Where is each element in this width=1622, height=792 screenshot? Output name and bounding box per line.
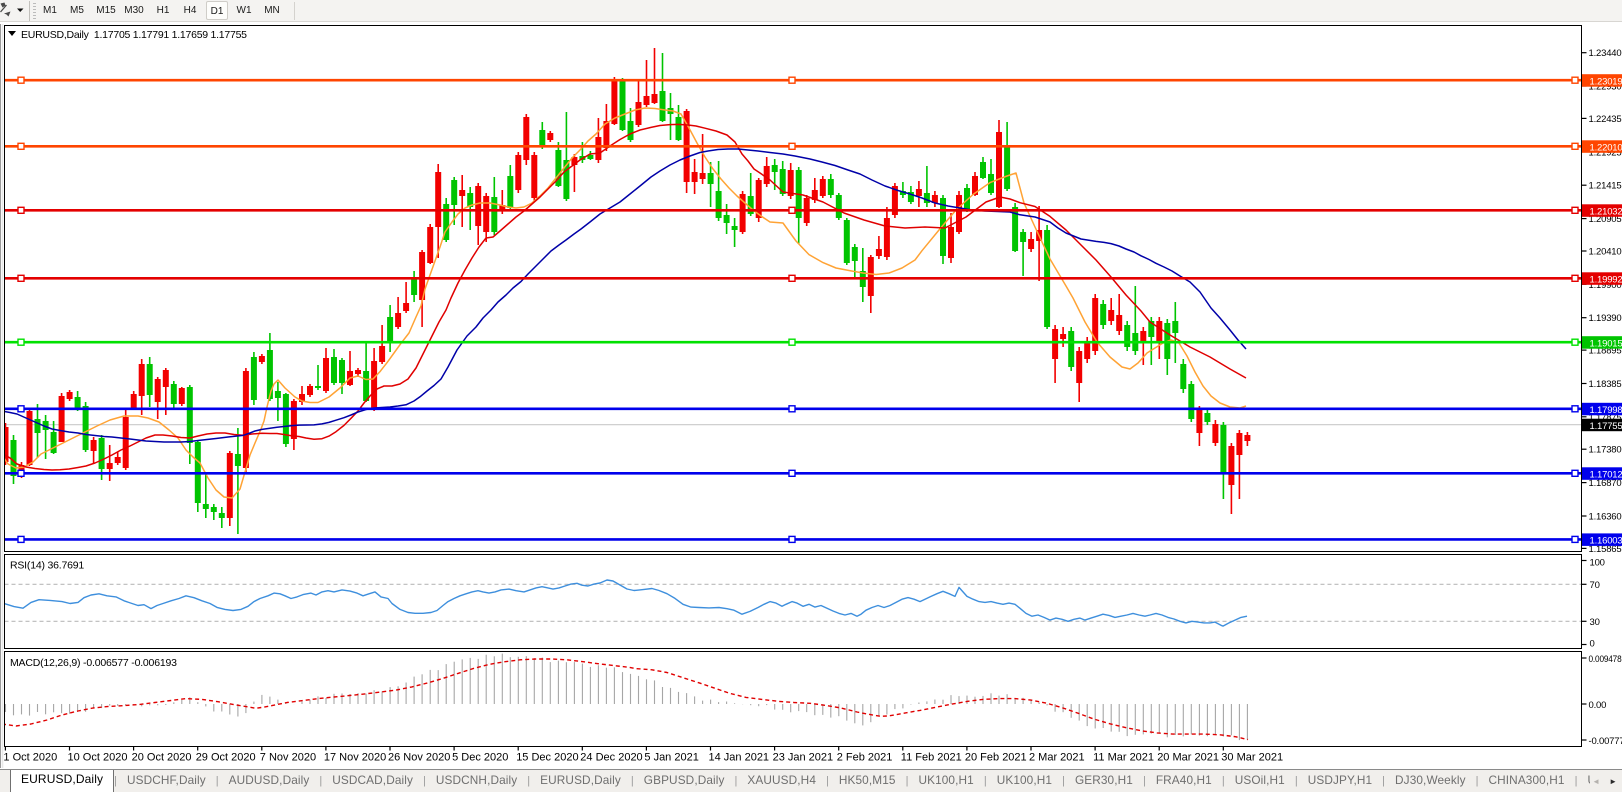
svg-text:MACD(12,26,9) -0.006577 -0.006: MACD(12,26,9) -0.006577 -0.006193	[10, 657, 177, 669]
svg-text:100: 100	[1590, 558, 1605, 569]
svg-text:1.17755: 1.17755	[1590, 421, 1622, 432]
svg-text:1.22930: 1.22930	[1589, 82, 1622, 93]
svg-text:7 Nov 2020: 7 Nov 2020	[260, 752, 316, 764]
svg-text:1.18895: 1.18895	[1589, 346, 1622, 357]
svg-text:2 Feb 2021: 2 Feb 2021	[837, 752, 893, 764]
svg-text:20 Oct 2020: 20 Oct 2020	[132, 752, 192, 764]
svg-text:1.16003: 1.16003	[1590, 536, 1622, 547]
svg-text:15 Dec 2020: 15 Dec 2020	[516, 752, 578, 764]
svg-text:0.00: 0.00	[1589, 700, 1607, 711]
svg-text:20 Mar 2021: 20 Mar 2021	[1157, 752, 1219, 764]
svg-text:14 Jan 2021: 14 Jan 2021	[709, 752, 770, 764]
svg-text:RSI(14) 36.7691: RSI(14) 36.7691	[10, 560, 84, 572]
svg-text:1.16360: 1.16360	[1589, 512, 1622, 523]
svg-text:1.22010: 1.22010	[1590, 143, 1622, 154]
svg-text:10 Oct 2020: 10 Oct 2020	[68, 752, 128, 764]
svg-text:2 Mar 2021: 2 Mar 2021	[1029, 752, 1085, 764]
svg-text:5 Jan 2021: 5 Jan 2021	[644, 752, 698, 764]
svg-text:1.16870: 1.16870	[1589, 478, 1622, 489]
svg-text:11 Mar 2021: 11 Mar 2021	[1093, 752, 1154, 764]
svg-text:1.22435: 1.22435	[1589, 114, 1622, 125]
svg-text:1.17380: 1.17380	[1589, 445, 1622, 456]
svg-text:0: 0	[1590, 639, 1595, 650]
svg-text:0.009478: 0.009478	[1589, 654, 1622, 665]
svg-text:1.19900: 1.19900	[1589, 280, 1622, 291]
svg-text:23 Jan 2021: 23 Jan 2021	[773, 752, 834, 764]
svg-text:5 Dec 2020: 5 Dec 2020	[452, 752, 508, 764]
svg-text:1 Oct 2020: 1 Oct 2020	[3, 752, 57, 764]
svg-text:1.23019: 1.23019	[1590, 76, 1622, 87]
svg-text:1.19390: 1.19390	[1589, 313, 1622, 324]
svg-text:1.20410: 1.20410	[1589, 247, 1622, 258]
svg-text:26 Nov 2020: 26 Nov 2020	[388, 752, 450, 764]
svg-text:1.20905: 1.20905	[1589, 214, 1622, 225]
svg-text:1.15865: 1.15865	[1589, 544, 1622, 555]
svg-text:1.17012: 1.17012	[1590, 470, 1622, 481]
svg-text:1.21032: 1.21032	[1590, 207, 1622, 218]
svg-text:1.19015: 1.19015	[1590, 338, 1622, 349]
svg-text:1.19992: 1.19992	[1590, 275, 1622, 286]
svg-text:24 Dec 2020: 24 Dec 2020	[580, 752, 642, 764]
svg-text:1.17875: 1.17875	[1589, 412, 1622, 423]
svg-text:1.17998: 1.17998	[1590, 405, 1622, 416]
svg-text:1.21415: 1.21415	[1589, 181, 1622, 192]
svg-text:1.18385: 1.18385	[1589, 379, 1622, 390]
svg-text:30 Mar 2021: 30 Mar 2021	[1221, 752, 1283, 764]
svg-text:30: 30	[1590, 617, 1600, 628]
svg-text:EURUSD,Daily 1.17705 1.17791: EURUSD,Daily 1.17705 1.17791 1.17659 1.1…	[21, 29, 247, 41]
svg-text:11 Feb 2021: 11 Feb 2021	[901, 752, 962, 764]
svg-text:-0.007778: -0.007778	[1589, 736, 1622, 747]
svg-text:1.23440: 1.23440	[1589, 48, 1622, 59]
svg-text:29 Oct 2020: 29 Oct 2020	[196, 752, 256, 764]
svg-text:17 Nov 2020: 17 Nov 2020	[324, 752, 386, 764]
svg-text:70: 70	[1590, 580, 1600, 591]
svg-text:20 Feb 2021: 20 Feb 2021	[965, 752, 1027, 764]
